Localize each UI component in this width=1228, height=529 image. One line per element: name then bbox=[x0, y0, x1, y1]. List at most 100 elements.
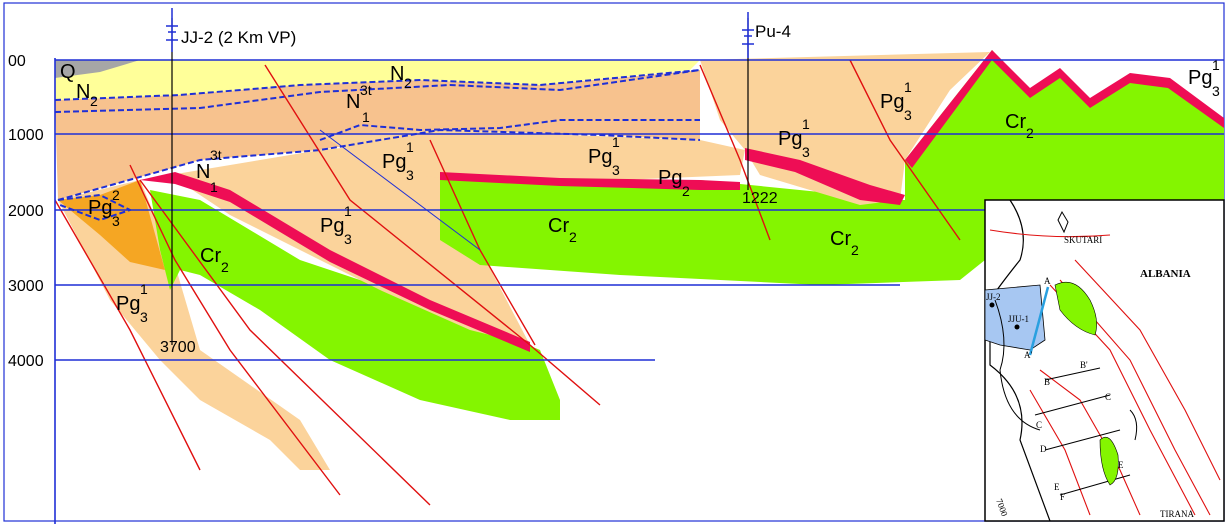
svg-text:2: 2 bbox=[851, 242, 859, 258]
svg-text:E: E bbox=[1118, 460, 1124, 470]
unit-pg3-a: Pg 1 3 bbox=[116, 281, 148, 325]
svg-text:3t: 3t bbox=[210, 147, 222, 163]
unit-n1-upper: N 3t 1 bbox=[346, 82, 372, 125]
unit-n2-right: N 2 bbox=[390, 63, 412, 91]
depth-label-1000: 1000 bbox=[8, 127, 44, 144]
svg-text:Pg: Pg bbox=[880, 91, 904, 113]
svg-text:3: 3 bbox=[112, 213, 120, 229]
svg-text:C: C bbox=[1036, 420, 1042, 430]
pg2-red-layer-top bbox=[905, 50, 1224, 168]
svg-text:N: N bbox=[390, 63, 404, 85]
depth-label-4000: 4000 bbox=[8, 353, 44, 370]
unit-cr-c: Cr 2 bbox=[830, 228, 859, 258]
inset-city-north: SKUTARI bbox=[1064, 235, 1102, 245]
svg-text:Pg: Pg bbox=[588, 146, 612, 168]
svg-text:F: F bbox=[1060, 492, 1065, 502]
cretaceous-lower-body bbox=[150, 190, 560, 420]
svg-text:1: 1 bbox=[904, 79, 912, 95]
svg-text:Pg: Pg bbox=[382, 151, 406, 173]
svg-text:1: 1 bbox=[406, 139, 414, 155]
inset-green-north bbox=[1054, 281, 1097, 336]
pg3-2-dark-wedge bbox=[58, 180, 165, 270]
unit-cr-a: Cr 2 bbox=[200, 245, 229, 275]
svg-text:2: 2 bbox=[404, 75, 412, 91]
svg-text:3: 3 bbox=[802, 144, 810, 160]
well-jj2-td: 3700 bbox=[160, 339, 196, 356]
svg-text:2: 2 bbox=[221, 259, 229, 275]
svg-text:N: N bbox=[76, 81, 90, 103]
inset-water bbox=[984, 284, 1046, 351]
unit-pg3-e: Pg 1 3 bbox=[778, 116, 810, 160]
unit-pg3-2: Pg 2 3 bbox=[88, 187, 120, 229]
depth-labels: 00 1000 2000 3000 4000 bbox=[8, 53, 44, 370]
well-icon bbox=[166, 8, 178, 52]
pg2-red-layer-right bbox=[745, 148, 905, 205]
svg-text:2: 2 bbox=[682, 183, 690, 199]
well-icon bbox=[742, 12, 754, 58]
unit-cr-d: Cr 2 bbox=[1005, 111, 1034, 141]
inset-section-a bbox=[1028, 286, 1050, 356]
unit-n1-lower: N 3t 1 bbox=[196, 147, 222, 195]
unit-pg3-b: Pg 1 3 bbox=[320, 203, 352, 247]
svg-text:Pg: Pg bbox=[88, 197, 112, 219]
svg-text:A': A' bbox=[1024, 350, 1032, 360]
well-jj2-label: JJ-2 (2 Km VP) bbox=[181, 28, 296, 47]
svg-text:3t: 3t bbox=[360, 82, 372, 98]
unit-pg3-d: Pg 1 3 bbox=[588, 134, 620, 178]
svg-text:3: 3 bbox=[140, 309, 148, 325]
svg-text:C: C bbox=[1105, 392, 1111, 402]
cretaceous-main-band bbox=[440, 180, 985, 285]
svg-text:3: 3 bbox=[1212, 83, 1220, 99]
svg-text:B: B bbox=[1044, 377, 1050, 387]
svg-text:Pg: Pg bbox=[778, 128, 802, 150]
inset-map: ALBANIA SKUTARI TIRANA JJ-2 JJU-1 A A' B… bbox=[984, 199, 1225, 522]
svg-text:1: 1 bbox=[210, 179, 218, 195]
svg-text:Pg: Pg bbox=[658, 167, 682, 189]
svg-text:1: 1 bbox=[802, 116, 810, 132]
depth-label-3000: 3000 bbox=[8, 278, 44, 295]
svg-text:1: 1 bbox=[362, 109, 370, 125]
unit-pg3-f: Pg 1 3 bbox=[880, 79, 912, 123]
svg-text:D: D bbox=[1040, 444, 1047, 454]
svg-text:Cr: Cr bbox=[1005, 111, 1026, 133]
svg-text:Pg: Pg bbox=[116, 293, 140, 315]
svg-text:N: N bbox=[196, 161, 210, 183]
quaternary-wedge bbox=[55, 60, 140, 78]
inset-well-jju1: JJU-1 bbox=[1008, 314, 1029, 324]
svg-text:2: 2 bbox=[90, 93, 98, 109]
svg-text:Cr: Cr bbox=[830, 228, 851, 250]
well-pu4-label: Pu-4 bbox=[755, 22, 791, 41]
svg-text:N: N bbox=[346, 91, 360, 113]
svg-text:2: 2 bbox=[1026, 125, 1034, 141]
svg-text:B': B' bbox=[1080, 360, 1088, 370]
pg2-red-layer-diagonal bbox=[140, 172, 530, 352]
well-pu4: Pu-4 1222 bbox=[742, 12, 791, 207]
pg3-left-block bbox=[320, 130, 745, 180]
svg-text:Pg: Pg bbox=[1188, 67, 1212, 89]
inset-green-south bbox=[1099, 436, 1119, 486]
svg-text:1: 1 bbox=[140, 281, 148, 297]
svg-text:3: 3 bbox=[406, 167, 414, 183]
unit-cr-b: Cr 2 bbox=[548, 215, 577, 245]
svg-text:Cr: Cr bbox=[200, 245, 221, 267]
pg3-upper-right-block bbox=[700, 52, 990, 205]
inset-city-south: TIRANA bbox=[1160, 509, 1194, 519]
svg-text:Cr: Cr bbox=[548, 215, 569, 237]
svg-text:3: 3 bbox=[904, 107, 912, 123]
n2-yellow-band bbox=[55, 60, 700, 100]
unit-pg2: Pg 2 bbox=[658, 167, 690, 199]
depth-label-0: 00 bbox=[8, 53, 26, 70]
unit-labels: Q N 2 N 2 N 3t 1 N 3t 1 Pg 2 3 Pg 1 3 bbox=[60, 57, 1220, 325]
svg-text:1: 1 bbox=[612, 134, 620, 150]
inset-country: ALBANIA bbox=[1140, 268, 1191, 280]
unit-pg3-c: Pg 1 3 bbox=[382, 139, 414, 183]
inset-lake bbox=[1057, 210, 1069, 234]
svg-text:E: E bbox=[1054, 482, 1060, 492]
pg2-red-layer-mid bbox=[440, 172, 740, 190]
svg-text:3: 3 bbox=[612, 162, 620, 178]
unit-pg3-g: Pg 1 3 bbox=[1188, 57, 1220, 99]
svg-text:1: 1 bbox=[344, 203, 352, 219]
cretaceous-mountain-right bbox=[905, 50, 1224, 200]
